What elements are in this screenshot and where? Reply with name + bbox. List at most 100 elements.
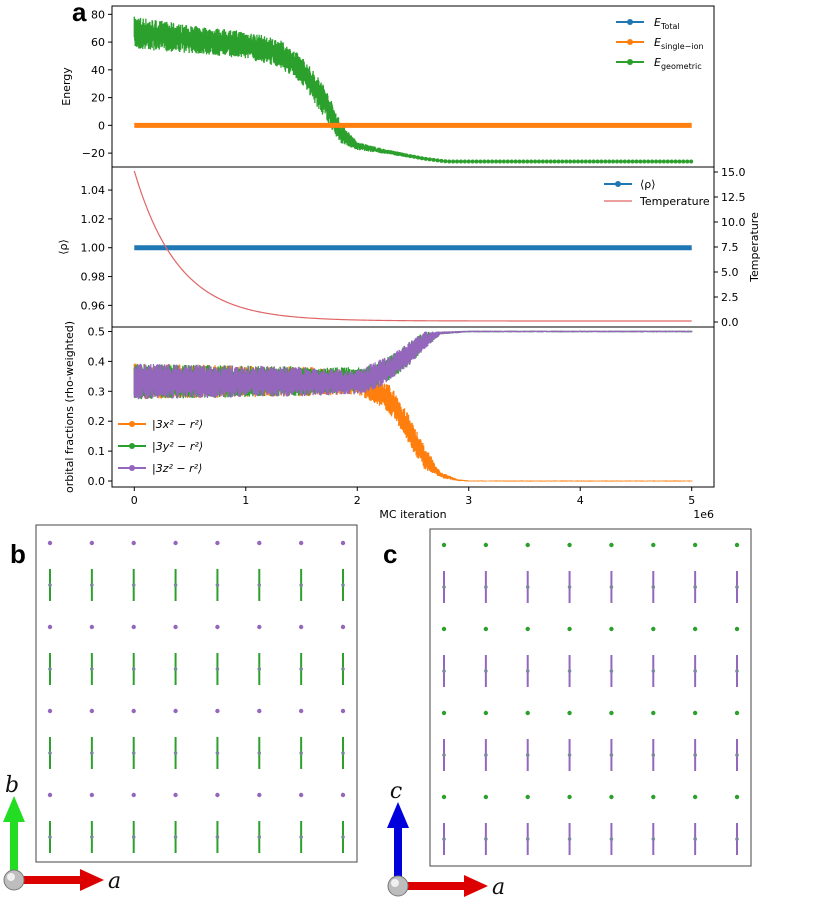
y-tick-label: 60 [91,36,105,49]
lattice-dot [609,626,614,632]
lattice-dot [215,708,220,714]
panel-label-b: b [10,539,26,569]
lattice-rod-center [651,753,656,757]
lattice-rod-center [341,667,345,671]
lattice-rod-center [693,837,697,841]
lattice-dot [525,794,530,800]
e-geometric-point [400,152,405,157]
y-axis-label: ⟨ρ⟩ [57,239,70,255]
legend-label: ETotal [654,16,680,31]
y-tick-label: 0 [98,119,105,132]
lattice-dot [47,540,53,546]
lattice-dot [47,708,53,714]
lattice-rod-center [525,585,530,589]
e-geometric-point [455,159,460,164]
lattice-dot [47,624,53,630]
e-geometric-point [654,159,659,164]
a-axis-arrow-shaft [404,882,464,890]
e-geometric-point [575,159,580,164]
y-tick-label: 0.2 [88,415,106,428]
lattice-rod-center [651,669,656,673]
lattice-rod-center [484,669,488,673]
x-tick-label: 1 [242,494,249,507]
y-tick-label: 0.96 [81,299,106,312]
axes-frame [111,5,715,168]
y-tick-label: 80 [91,8,105,21]
e-geometric-point [646,159,651,164]
lattice-rod-center [442,585,446,589]
lattice-dot [525,626,530,632]
y2-tick-label: 7.5 [721,241,739,254]
lattice-rod-center [484,837,488,841]
x-tick-label: 3 [465,494,472,507]
e-geometric-point [427,157,432,162]
e-geometric-point [396,151,401,156]
e-geometric-point [494,159,499,164]
lattice-rod-center [90,583,94,587]
e-geometric-point [443,159,448,164]
e-geometric-point [638,159,643,164]
lattice-rod-center [609,837,614,841]
e-geometric-point [583,159,588,164]
e-geometric-point [564,159,569,164]
panel-label-a: a [72,0,87,27]
lattice-dot [131,624,136,630]
e-geometric-point [540,159,545,164]
lattice-rod-center [299,583,303,587]
vertical-axis-label: b [5,773,19,798]
lattice-rod-center [48,667,52,671]
lattice-dot [651,710,656,716]
e-geometric-point [618,159,623,164]
lattice-dot [441,542,447,548]
a-axis-arrow-head [80,869,104,891]
lattice-dot [567,542,572,548]
series-band [133,16,693,163]
lattice-dot [131,540,136,546]
lattice-dot [525,542,530,548]
legend-label: Egeometric [654,56,702,71]
e-geometric-point [673,159,678,164]
lattice-dot [173,792,178,798]
e-geometric-point [517,159,522,164]
e-geometric-point [661,159,666,164]
legend-rho: ⟨ρ⟩ Temperature [604,178,710,208]
e-geometric-point [650,159,655,164]
e-geometric-point [497,159,502,164]
e-geometric-point [404,153,409,158]
e-geometric-point [630,159,635,164]
y-tick-label: 0.0 [88,475,106,488]
lattice-dot [173,708,178,714]
axes-origin-highlight [391,879,399,887]
lattice-rod-center [131,751,136,755]
lattice-rod-center [609,669,614,673]
e-geometric-point [462,159,467,164]
e-geometric-point [568,159,573,164]
e-geometric-point [634,159,639,164]
x-tick-label: 0 [131,494,138,507]
lattice-rod-center [442,753,446,757]
e-geometric-point [681,159,686,164]
lattice-dot [173,540,178,546]
e-geometric-point [536,159,541,164]
lattice-rod-center [651,837,656,841]
legend-label: |3y² − r²⟩ [152,440,203,453]
legend-label: Esingle−ion [654,36,704,51]
rho-temperature-chart: 0.96 0.98 1.00 1.02 1.04 ⟨ρ⟩ 0.0 2.5 5.0 7.5 10.0 1… [57,166,761,329]
y-tick-label: 0.98 [81,271,106,284]
lattice-dot [47,792,53,798]
lattice-dot [483,794,489,800]
e-geometric-point [689,159,694,164]
e-geometric-point [501,159,506,164]
lattice-rod-center [90,751,94,755]
e-geometric-point [392,151,397,156]
series-e-geometric-markers [388,150,694,164]
a-axis-label: a [108,869,121,894]
y-tick-label: 1.04 [81,184,106,197]
series-e-geometric [133,16,693,163]
legend-label: |3x² − r²⟩ [152,418,203,431]
lattice-dot [441,710,447,716]
lattice-dot [692,794,698,800]
e-geometric-point [521,159,526,164]
e-geometric-point [458,159,463,164]
